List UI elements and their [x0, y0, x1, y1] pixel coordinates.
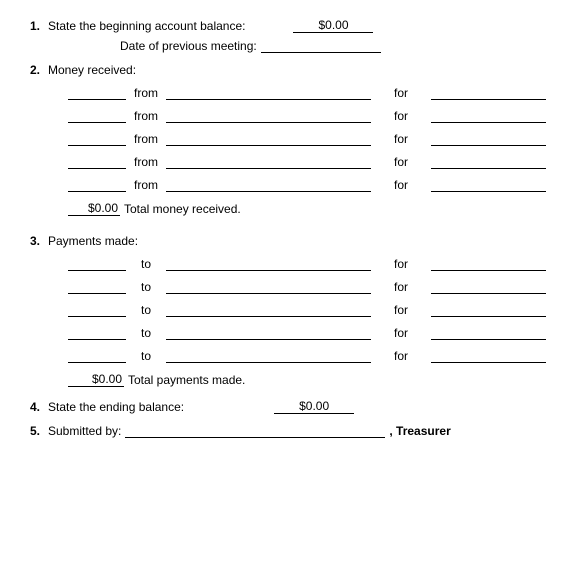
received-party-field[interactable]: [166, 133, 371, 146]
received-purpose-field[interactable]: [431, 133, 546, 146]
item-1-label: State the beginning account balance:: [48, 19, 245, 33]
money-received-lines: from for from for from for from for from for: [30, 86, 555, 192]
payment-purpose-field[interactable]: [431, 304, 546, 317]
payment-for-label: for: [385, 303, 417, 317]
received-amount-field[interactable]: [68, 179, 126, 192]
payment-purpose-field[interactable]: [431, 350, 546, 363]
received-party-field[interactable]: [166, 87, 371, 100]
payment-party-field[interactable]: [166, 327, 371, 340]
received-amount-field[interactable]: [68, 110, 126, 123]
received-line: from for: [68, 155, 555, 169]
payment-party-field[interactable]: [166, 350, 371, 363]
item-3-number: 3.: [30, 234, 48, 248]
received-for-label: for: [385, 132, 417, 146]
received-party-field[interactable]: [166, 156, 371, 169]
item-2-row: 2. Money received:: [30, 63, 555, 77]
submitted-by-field[interactable]: [125, 424, 385, 438]
received-for-label: for: [385, 178, 417, 192]
item-3-row: 3. Payments made:: [30, 234, 555, 248]
received-amount-field[interactable]: [68, 156, 126, 169]
received-purpose-field[interactable]: [431, 110, 546, 123]
item-3-label: Payments made:: [48, 234, 138, 248]
payment-line: to for: [68, 257, 555, 271]
payment-amount-field[interactable]: [68, 281, 126, 294]
payment-line: to for: [68, 303, 555, 317]
total-payments-label: Total payments made.: [128, 373, 245, 387]
item-4-label: State the ending balance:: [48, 400, 184, 414]
received-for-label: for: [385, 155, 417, 169]
item-4-number: 4.: [30, 400, 48, 414]
item-5-row: 5. Submitted by: , Treasurer: [30, 424, 555, 438]
payment-purpose-field[interactable]: [431, 281, 546, 294]
received-purpose-field[interactable]: [431, 156, 546, 169]
payment-line: to for: [68, 280, 555, 294]
payment-for-label: for: [385, 257, 417, 271]
received-line: from for: [68, 109, 555, 123]
item-1-number: 1.: [30, 19, 48, 33]
total-received-label: Total money received.: [124, 202, 241, 216]
received-middle-label: from: [126, 132, 166, 146]
received-amount-field[interactable]: [68, 87, 126, 100]
payment-party-field[interactable]: [166, 258, 371, 271]
item-4-row: 4. State the ending balance: $0.00: [30, 399, 555, 414]
total-received-amount[interactable]: $0.00: [68, 201, 120, 216]
received-for-label: for: [385, 109, 417, 123]
previous-meeting-date-label: Date of previous meeting:: [120, 39, 257, 53]
payment-for-label: for: [385, 326, 417, 340]
total-received-row: $0.00 Total money received.: [68, 201, 555, 216]
total-payments-amount[interactable]: $0.00: [68, 372, 124, 387]
payment-middle-label: to: [126, 303, 166, 317]
received-line: from for: [68, 178, 555, 192]
received-purpose-field[interactable]: [431, 87, 546, 100]
payment-for-label: for: [385, 280, 417, 294]
treasurer-report-form: 1. State the beginning account balance: …: [0, 0, 585, 448]
received-middle-label: from: [126, 178, 166, 192]
treasurer-role-label: , Treasurer: [389, 424, 450, 438]
payment-middle-label: to: [126, 280, 166, 294]
previous-meeting-date-row: Date of previous meeting:: [120, 39, 555, 53]
payments-made-lines: to for to for to for to for to for: [30, 257, 555, 363]
previous-meeting-date-field[interactable]: [261, 39, 381, 53]
payment-middle-label: to: [126, 349, 166, 363]
item-2-label: Money received:: [48, 63, 136, 77]
payment-amount-field[interactable]: [68, 327, 126, 340]
received-middle-label: from: [126, 155, 166, 169]
payment-line: to for: [68, 326, 555, 340]
item-2-number: 2.: [30, 63, 48, 77]
payment-purpose-field[interactable]: [431, 327, 546, 340]
payment-amount-field[interactable]: [68, 258, 126, 271]
received-middle-label: from: [126, 109, 166, 123]
received-middle-label: from: [126, 86, 166, 100]
beginning-balance-field[interactable]: $0.00: [293, 18, 373, 33]
payment-party-field[interactable]: [166, 281, 371, 294]
item-1-row: 1. State the beginning account balance: …: [30, 18, 555, 33]
received-for-label: for: [385, 86, 417, 100]
item-5-label: Submitted by:: [48, 424, 121, 438]
payment-party-field[interactable]: [166, 304, 371, 317]
ending-balance-field[interactable]: $0.00: [274, 399, 354, 414]
received-purpose-field[interactable]: [431, 179, 546, 192]
received-line: from for: [68, 86, 555, 100]
received-amount-field[interactable]: [68, 133, 126, 146]
payment-line: to for: [68, 349, 555, 363]
payment-for-label: for: [385, 349, 417, 363]
received-line: from for: [68, 132, 555, 146]
payment-middle-label: to: [126, 257, 166, 271]
received-party-field[interactable]: [166, 179, 371, 192]
payment-middle-label: to: [126, 326, 166, 340]
payment-amount-field[interactable]: [68, 350, 126, 363]
received-party-field[interactable]: [166, 110, 371, 123]
payment-purpose-field[interactable]: [431, 258, 546, 271]
total-payments-row: $0.00 Total payments made.: [68, 372, 555, 387]
item-5-number: 5.: [30, 424, 48, 438]
payment-amount-field[interactable]: [68, 304, 126, 317]
